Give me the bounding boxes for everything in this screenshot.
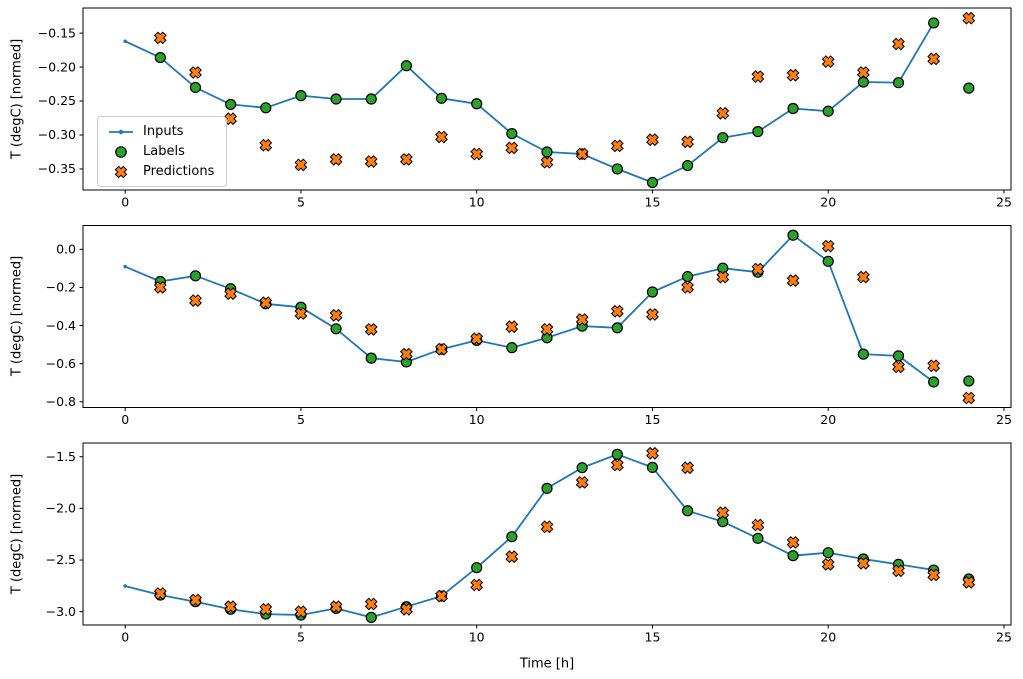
legend-item-labels: Labels bbox=[108, 144, 214, 159]
subplot-2-x-tick-label: 0 bbox=[121, 412, 129, 427]
subplot-1-x-tick-label: 25 bbox=[996, 195, 1012, 210]
subplot-2-series-labels bbox=[154, 229, 975, 388]
subplot-2-x-tick-label: 25 bbox=[996, 412, 1012, 427]
y-axis-label-subplot-1: T (degC) [normed] bbox=[9, 38, 25, 160]
subplot-3-x-tick-label: 25 bbox=[996, 630, 1012, 645]
subplot-2-x-tick-label: 20 bbox=[820, 412, 836, 427]
legend-label-inputs: Inputs bbox=[143, 124, 184, 139]
subplot-2-y-tick-label: −0.2 bbox=[46, 280, 76, 295]
legend: Inputs Labels Predictions bbox=[97, 116, 228, 187]
subplot-3-y-tick-label: −3.0 bbox=[46, 604, 76, 619]
predictions-x-icon bbox=[114, 165, 128, 178]
subplot-1-y-tick-label: −0.30 bbox=[38, 127, 76, 142]
y-axis-label-subplot-3: T (degC) [normed] bbox=[9, 473, 25, 595]
subplot-2-x-tick-label: 10 bbox=[469, 412, 485, 427]
subplot-1-series-labels bbox=[154, 17, 975, 189]
legend-item-inputs: Inputs bbox=[108, 124, 214, 139]
subplot-1-y-tick-label: −0.20 bbox=[38, 59, 76, 74]
subplot-3-x-tick-label: 10 bbox=[469, 630, 485, 645]
subplot-2-y-tick-label: 0.0 bbox=[56, 242, 76, 257]
subplot-2-x-tick-label: 15 bbox=[645, 412, 661, 427]
subplot-3-series-labels bbox=[154, 448, 975, 623]
subplot-1-y-tick-label: −0.15 bbox=[38, 25, 76, 40]
subplot-2: 0 5 10 15 20 25 0.0 −0.2 −0.4 −0.6 −0.8 bbox=[46, 225, 1012, 427]
subplot-3-series-inputs bbox=[123, 452, 936, 620]
subplot-2-series-inputs bbox=[123, 233, 936, 384]
subplot-3: 0 5 10 15 20 25 −1.5 −2.0 −2.5 −3.0 bbox=[46, 442, 1012, 645]
x-axis-label: Time [h] bbox=[519, 656, 575, 672]
subplot-1-y-tick-label: −0.35 bbox=[38, 161, 76, 176]
subplot-1-x-tick-label: 20 bbox=[820, 195, 836, 210]
subplot-2-y-tick-label: −0.8 bbox=[46, 394, 76, 409]
legend-item-predictions: Predictions bbox=[108, 164, 214, 179]
subplot-3-x-tick-label: 5 bbox=[297, 630, 305, 645]
subplot-2-y-tick-label: −0.6 bbox=[46, 356, 76, 371]
subplot-1-x-tick-label: 15 bbox=[645, 195, 661, 210]
subplot-3-x-tick-label: 0 bbox=[121, 630, 129, 645]
subplot-1-series-inputs bbox=[123, 21, 936, 185]
subplot-3-y-tick-label: −2.5 bbox=[46, 552, 76, 567]
legend-label-labels: Labels bbox=[143, 144, 185, 159]
subplot-1-x-tick-label: 5 bbox=[297, 195, 305, 210]
subplot-2-y-tick-label: −0.4 bbox=[46, 318, 76, 333]
subplot-1-x-tick-label: 10 bbox=[469, 195, 485, 210]
subplot-1-y-tick-label: −0.25 bbox=[38, 93, 76, 108]
subplot-2-series-predictions bbox=[153, 239, 976, 405]
subplot-1: 0 5 10 15 20 25 −0.15 −0.20 −0.25 −0.30 −0.35 bbox=[38, 7, 1012, 210]
labels-circle-icon bbox=[115, 145, 127, 158]
y-axis-label-subplot-2: T (degC) [normed] bbox=[9, 255, 25, 377]
subplot-2-x-tick-label: 5 bbox=[297, 412, 305, 427]
subplot-3-y-tick-label: −2.0 bbox=[46, 501, 76, 516]
subplot-1-series-predictions bbox=[153, 11, 976, 172]
inputs-line-icon bbox=[109, 129, 133, 134]
subplot-3-y-tick-label: −1.5 bbox=[46, 449, 76, 464]
legend-label-predictions: Predictions bbox=[143, 164, 215, 179]
subplot-3-x-tick-label: 20 bbox=[820, 630, 836, 645]
subplot-3-series-predictions bbox=[153, 446, 976, 619]
subplot-3-x-tick-label: 15 bbox=[645, 630, 661, 645]
subplot-1-x-tick-label: 0 bbox=[121, 195, 129, 210]
